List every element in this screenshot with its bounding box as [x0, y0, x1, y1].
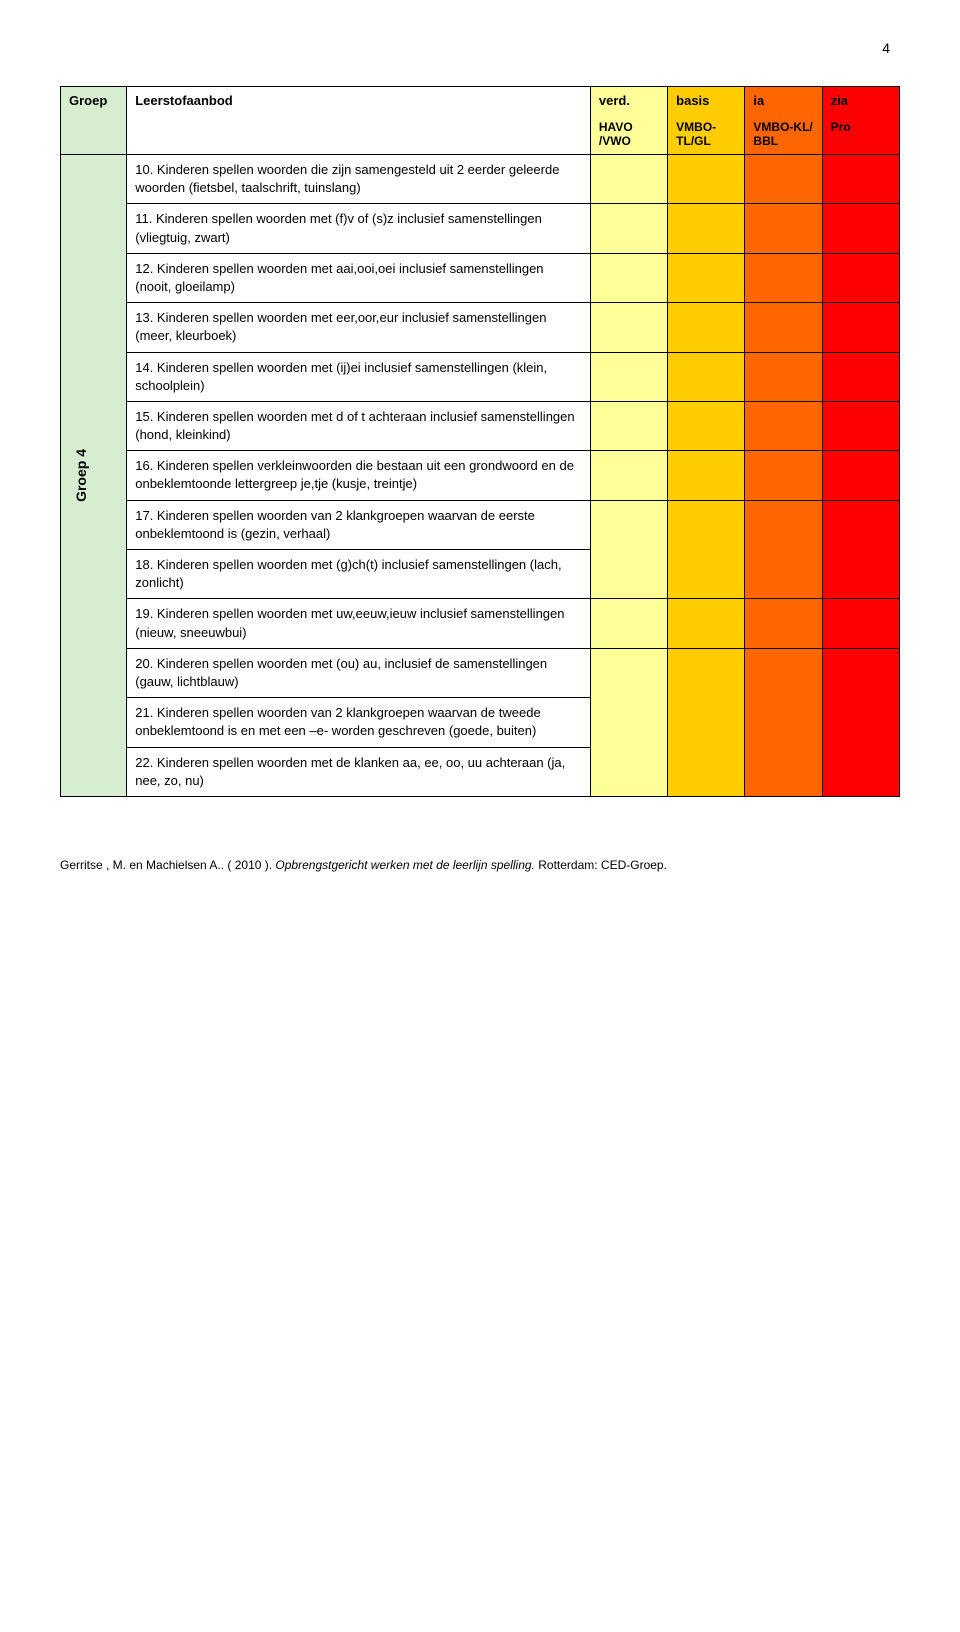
cell-verd: [590, 204, 667, 253]
footer-citation: Gerritse , M. en Machielsen A.. ( 2010 )…: [60, 857, 900, 874]
table-row-content: 21. Kinderen spellen woorden van 2 klank…: [127, 698, 591, 747]
cell-verd: [590, 648, 667, 796]
page-number: 4: [60, 40, 900, 56]
cell-basis: [668, 451, 745, 500]
table-row-content: 18. Kinderen spellen woorden met (g)ch(t…: [127, 550, 591, 599]
table-row-content: 17. Kinderen spellen woorden van 2 klank…: [127, 500, 591, 549]
table-row-content: 10. Kinderen spellen woorden die zijn sa…: [127, 155, 591, 204]
group-side-label: Groep 4: [61, 155, 127, 797]
cell-ia: [745, 204, 822, 253]
subheader-basis: VMBO-TL/GL: [668, 114, 745, 155]
cell-basis: [668, 401, 745, 450]
cell-basis: [668, 204, 745, 253]
header-content: Leerstofaanbod: [127, 87, 591, 155]
footer-authors: Gerritse , M. en Machielsen A.. ( 2010 )…: [60, 858, 275, 872]
cell-basis: [668, 303, 745, 352]
cell-ia: [745, 500, 822, 599]
cell-zia: [822, 204, 899, 253]
cell-verd: [590, 253, 667, 302]
cell-ia: [745, 253, 822, 302]
cell-zia: [822, 352, 899, 401]
table-row-content: 16. Kinderen spellen verkleinwoorden die…: [127, 451, 591, 500]
group-side-label-text: Groep 4: [69, 445, 93, 506]
subheader-zia: Pro: [822, 114, 899, 155]
cell-basis: [668, 599, 745, 648]
header-basis: basis: [668, 87, 745, 115]
cell-basis: [668, 155, 745, 204]
learning-table: Groep Leerstofaanbod verd. basis ia zia …: [60, 86, 900, 797]
cell-ia: [745, 451, 822, 500]
cell-verd: [590, 303, 667, 352]
cell-zia: [822, 648, 899, 796]
cell-verd: [590, 155, 667, 204]
cell-zia: [822, 451, 899, 500]
header-verd: verd.: [590, 87, 667, 115]
table-row-content: 13. Kinderen spellen woorden met eer,oor…: [127, 303, 591, 352]
cell-ia: [745, 599, 822, 648]
cell-ia: [745, 303, 822, 352]
cell-verd: [590, 352, 667, 401]
subheader-verd: HAVO /VWO: [590, 114, 667, 155]
table-row-content: 20. Kinderen spellen woorden met (ou) au…: [127, 648, 591, 697]
table-row-content: 11. Kinderen spellen woorden met (f)v of…: [127, 204, 591, 253]
cell-verd: [590, 500, 667, 599]
cell-basis: [668, 253, 745, 302]
cell-basis: [668, 500, 745, 599]
cell-zia: [822, 253, 899, 302]
cell-ia: [745, 352, 822, 401]
table-row-content: 12. Kinderen spellen woorden met aai,ooi…: [127, 253, 591, 302]
table-row-content: 15. Kinderen spellen woorden met d of t …: [127, 401, 591, 450]
table-row-content: 14. Kinderen spellen woorden met (ij)ei …: [127, 352, 591, 401]
cell-ia: [745, 401, 822, 450]
cell-verd: [590, 451, 667, 500]
cell-verd: [590, 401, 667, 450]
table-row-content: 19. Kinderen spellen woorden met uw,eeuw…: [127, 599, 591, 648]
footer-title: Opbrengstgericht werken met de leerlijn …: [275, 858, 534, 872]
subheader-ia: VMBO-KL/ BBL: [745, 114, 822, 155]
table-row-content: 22. Kinderen spellen woorden met de klan…: [127, 747, 591, 796]
cell-zia: [822, 599, 899, 648]
cell-ia: [745, 648, 822, 796]
cell-ia: [745, 155, 822, 204]
cell-zia: [822, 500, 899, 599]
cell-basis: [668, 648, 745, 796]
cell-zia: [822, 155, 899, 204]
header-ia: ia: [745, 87, 822, 115]
cell-zia: [822, 303, 899, 352]
header-groep: Groep: [61, 87, 127, 155]
header-zia: zia: [822, 87, 899, 115]
cell-verd: [590, 599, 667, 648]
cell-basis: [668, 352, 745, 401]
cell-zia: [822, 401, 899, 450]
footer-rest: Rotterdam: CED-Groep.: [535, 858, 667, 872]
